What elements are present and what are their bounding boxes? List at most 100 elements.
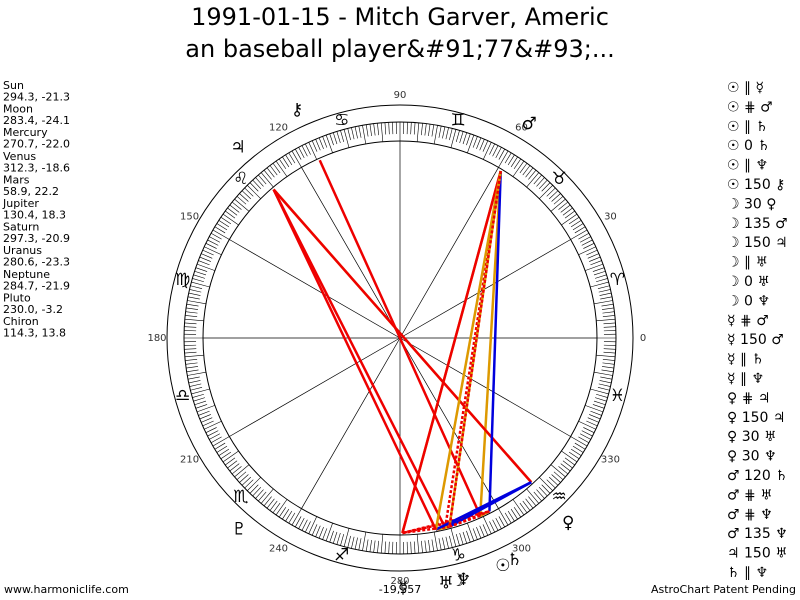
ring-tick — [377, 540, 379, 553]
ring-tick — [519, 163, 528, 174]
ring-tick — [590, 281, 609, 288]
ring-tick — [482, 142, 492, 160]
ring-tick — [476, 527, 482, 539]
planet-name: Jupiter — [2, 197, 39, 210]
zodiac-sign: ♍ — [175, 270, 190, 290]
ring-tick — [201, 253, 213, 259]
ring-tick — [186, 366, 199, 369]
ring-tick — [564, 210, 575, 219]
ring-tick — [305, 521, 311, 533]
ring-tick — [188, 292, 201, 296]
aspect-line — [448, 170, 502, 527]
ring-tick — [459, 532, 464, 545]
ring-tick — [602, 362, 615, 365]
ring-tick — [594, 274, 607, 279]
ring-tick — [187, 376, 200, 380]
ring-tick — [340, 130, 345, 142]
ring-tick — [507, 154, 515, 166]
aspect-entry: ☽ ∥ ♅ — [727, 255, 768, 271]
ring-tick — [388, 541, 390, 554]
ring-tick — [195, 267, 208, 272]
ring-tick — [241, 476, 252, 486]
ring-tick — [459, 131, 464, 144]
ring-tick — [572, 445, 584, 453]
ring-tick — [510, 156, 518, 168]
ring-tick — [599, 292, 612, 296]
ring-tick — [597, 387, 610, 391]
aspect-line — [318, 159, 482, 517]
ring-tick — [512, 499, 525, 516]
ring-tick — [186, 303, 199, 307]
ring-tick — [258, 491, 267, 502]
ring-tick — [218, 448, 230, 456]
degree-label: 150 — [180, 212, 199, 223]
zodiac-sign: ♒ — [551, 487, 566, 507]
ring-tick — [590, 388, 609, 395]
planet-glyph: ♃ — [230, 138, 245, 158]
ring-tick — [603, 351, 616, 354]
aspect-entry: ☉ ∥ ☿ — [727, 80, 764, 96]
ring-tick — [479, 139, 485, 151]
ring-tick — [188, 380, 201, 384]
ring-tick — [587, 253, 599, 259]
ring-tick — [600, 376, 613, 380]
ring-tick — [570, 448, 582, 456]
ring-tick — [421, 123, 423, 136]
ring-tick — [455, 534, 460, 546]
ring-tick — [539, 477, 553, 491]
aspect-entry: ☿ ⋕ ♂ — [727, 313, 769, 329]
ring-tick — [546, 187, 556, 197]
ring-tick — [343, 129, 350, 148]
ring-tick — [598, 289, 611, 293]
ring-tick — [185, 315, 198, 317]
ring-tick — [467, 523, 475, 542]
spoke — [399, 337, 571, 437]
ring-tick — [322, 528, 328, 540]
ring-tick — [472, 528, 478, 540]
ring-tick — [593, 400, 606, 406]
zodiac-sign: ♈ — [610, 270, 625, 290]
ring-tick — [597, 285, 610, 289]
ring-tick — [186, 369, 199, 373]
ring-tick — [184, 326, 197, 328]
ring-tick — [252, 486, 262, 497]
aspect-entry: ☉ 0 ♄ — [727, 138, 770, 154]
aspect-entry: ☿ 150 ♂ — [727, 332, 784, 348]
ring-tick — [433, 125, 438, 145]
ring-tick — [442, 126, 446, 139]
planet-glyph: ♇ — [232, 520, 247, 540]
ring-tick — [568, 216, 580, 225]
zodiac-sign: ♐ — [334, 545, 349, 565]
ring-tick — [308, 516, 318, 534]
ring-tick — [205, 427, 217, 433]
ring-tick — [241, 190, 252, 200]
zodiac-sign: ♉ — [551, 169, 566, 189]
ring-tick — [231, 201, 242, 210]
ring-tick — [185, 311, 198, 314]
aspect-entry: ☽ 0 ♅ — [727, 274, 770, 290]
ring-tick — [358, 538, 362, 551]
ring-tick — [551, 474, 561, 483]
ring-tick — [227, 207, 238, 216]
ring-tick — [204, 246, 222, 256]
ring-tick — [347, 128, 351, 141]
ring-tick — [558, 201, 569, 210]
ring-tick — [209, 433, 221, 440]
zodiac-sign: ♊ — [451, 111, 466, 131]
ring-tick — [266, 498, 275, 509]
ring-tick — [560, 463, 571, 472]
ring-tick — [583, 243, 595, 249]
ring-tick — [184, 351, 197, 354]
ring-tick — [467, 134, 475, 153]
ring-tick — [291, 508, 302, 526]
ring-tick — [489, 521, 495, 533]
zodiac-sign: ♎ — [175, 386, 190, 406]
ring-tick — [504, 512, 512, 524]
ring-tick — [205, 243, 217, 249]
ring-tick — [596, 318, 616, 322]
ring-tick — [596, 278, 608, 283]
ring-tick — [315, 525, 321, 537]
ring-tick — [466, 133, 471, 146]
degree-label: 60 — [515, 123, 528, 134]
